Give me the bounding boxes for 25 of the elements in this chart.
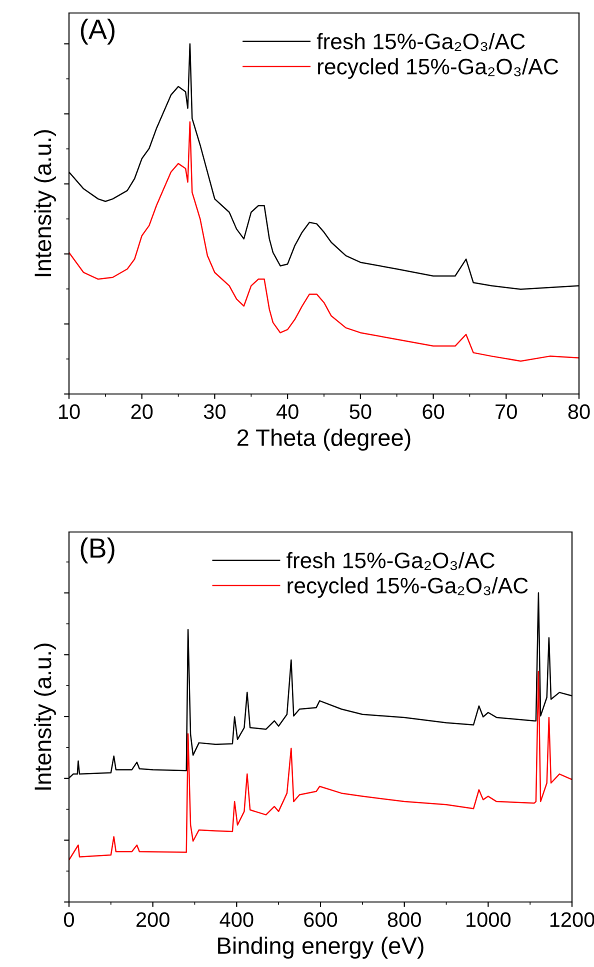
x-tick-label: 20 — [131, 404, 153, 420]
x-tick-label: 0 — [64, 912, 74, 928]
x-tick-label: 800 — [388, 912, 421, 928]
y-axis-title: Intensity (a.u.) — [34, 130, 56, 276]
x-tick-label: 1200 — [550, 912, 594, 928]
x-tick-label: 50 — [350, 404, 372, 420]
x-tick-label: 70 — [496, 404, 517, 420]
legend-label: fresh 15%-Ga₂O₃/AC — [286, 552, 495, 570]
legend-label: fresh 15%-Ga₂O₃/AC — [316, 33, 525, 52]
x-tick-label: 40 — [276, 404, 298, 420]
x-tick-label: 60 — [422, 404, 444, 420]
x-tick-label: 80 — [568, 404, 590, 420]
x-tick-label: 1000 — [466, 912, 511, 928]
x-tick-label: 600 — [304, 912, 338, 928]
x-axis-title: 2 Theta (degree) — [237, 428, 410, 451]
legend-label: recycled 15%-Ga₂O₃/AC — [288, 577, 528, 598]
y-axis-title: Intensity (a.u.) — [34, 644, 56, 790]
x-tick-label: 400 — [220, 912, 254, 928]
x-tick-label: 30 — [204, 404, 226, 420]
x-tick-label: 10 — [59, 404, 80, 420]
legend-label: recycled 15%-Ga₂O₃/AC — [318, 58, 558, 79]
text: (B) — [80, 538, 114, 564]
annotation: (A) — [80, 18, 115, 45]
x-axis-title: Binding energy (eV) — [218, 936, 424, 959]
x-tick-label: 200 — [136, 912, 170, 928]
